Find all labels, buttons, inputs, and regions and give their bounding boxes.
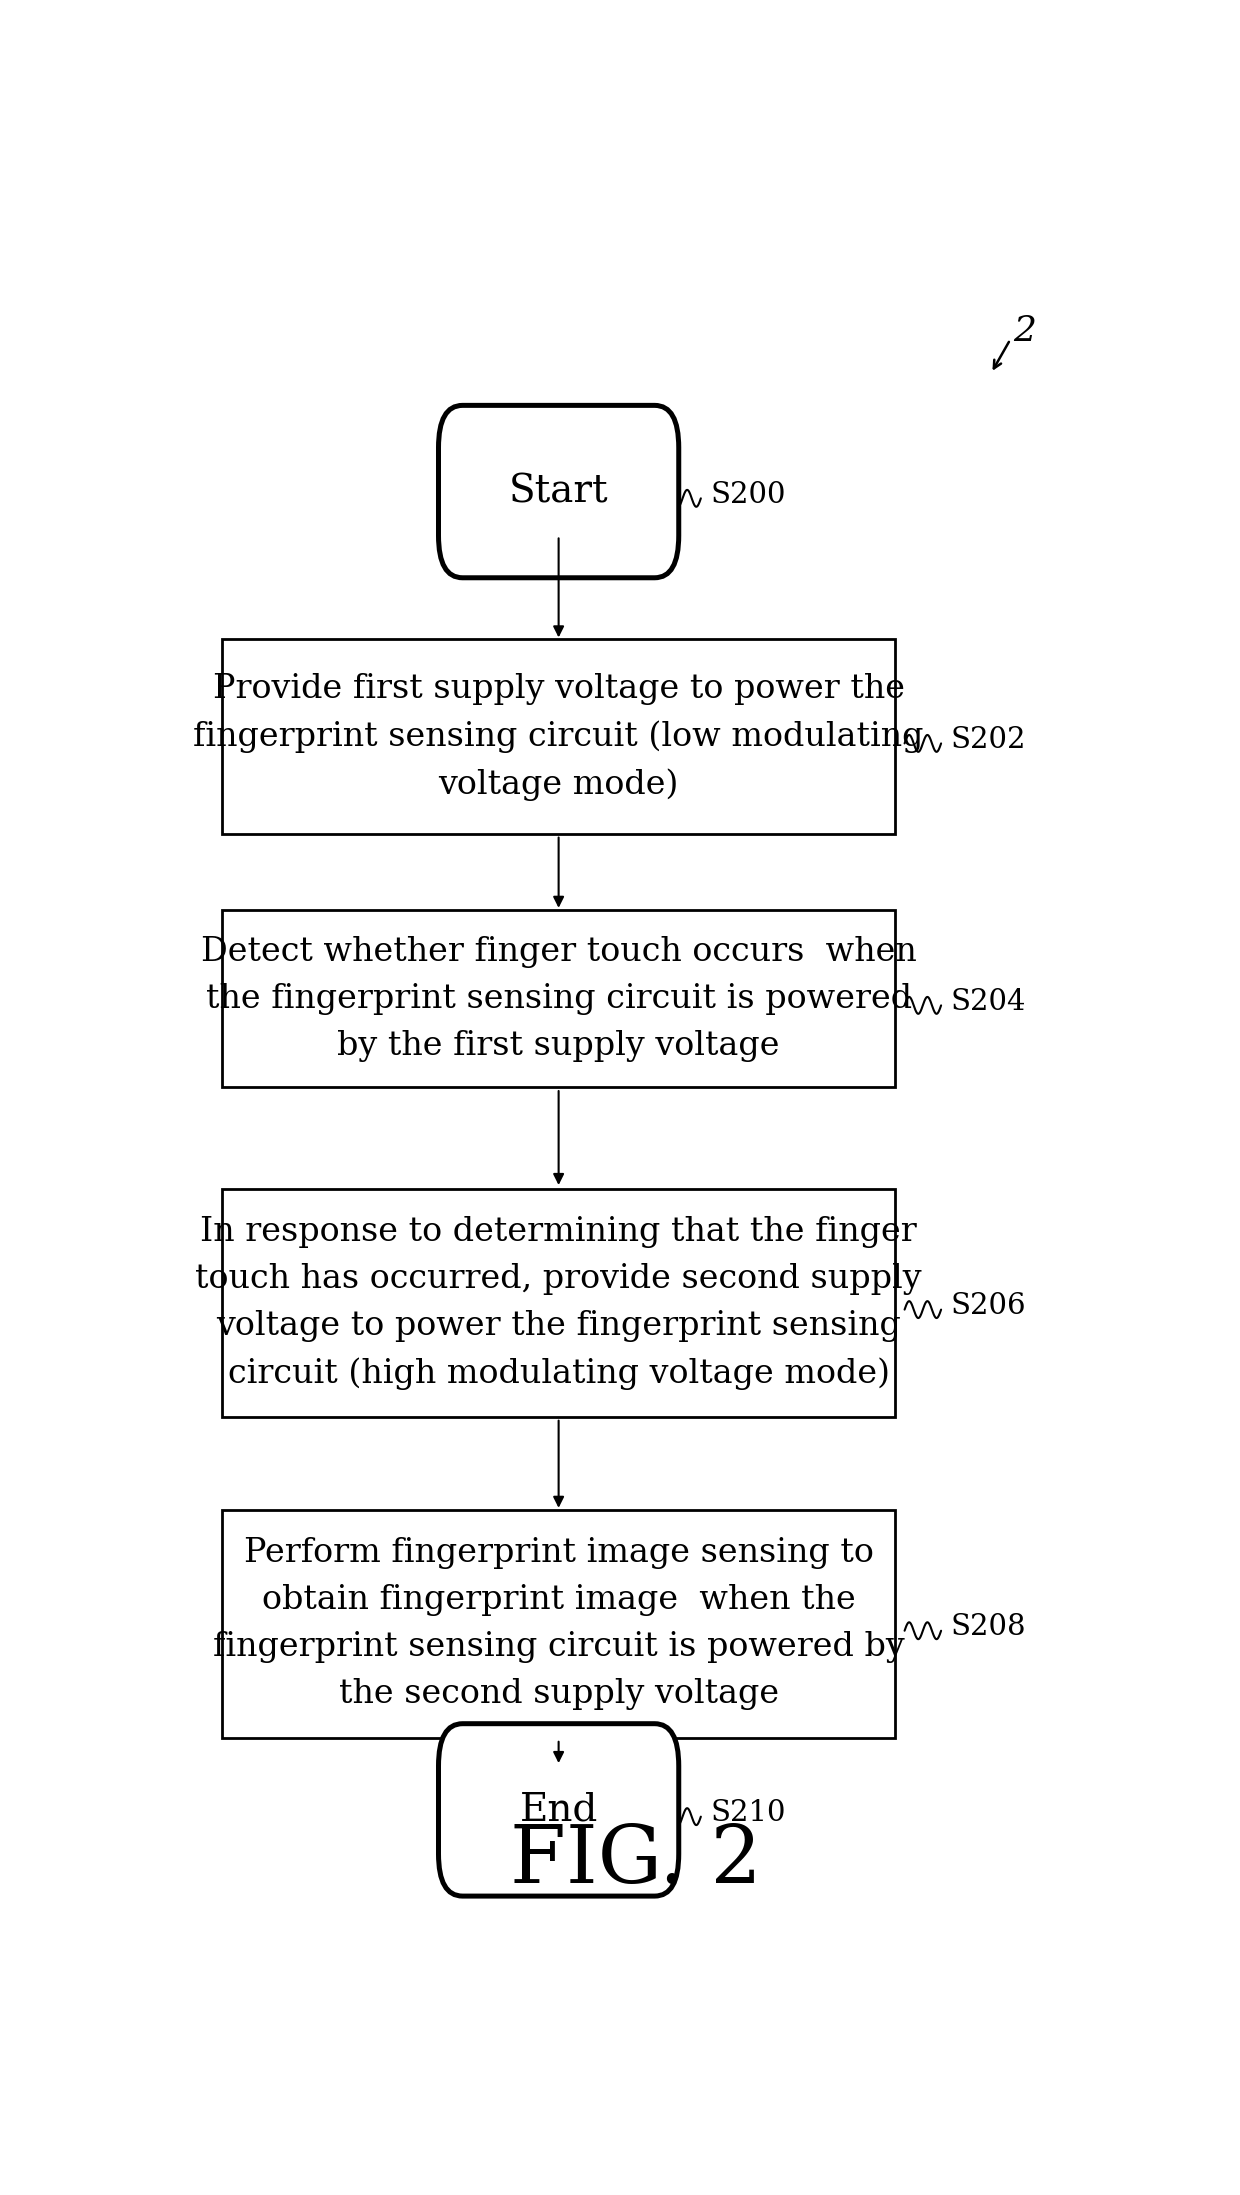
Text: S208: S208 xyxy=(951,1613,1027,1642)
Text: S204: S204 xyxy=(951,988,1027,1016)
Text: S206: S206 xyxy=(951,1293,1027,1319)
Text: Start: Start xyxy=(508,474,609,509)
Bar xyxy=(222,639,895,834)
Text: In response to determining that the finger
touch has occurred, provide second su: In response to determining that the fing… xyxy=(196,1216,921,1389)
Text: Perform fingerprint image sensing to
obtain fingerprint image  when the
fingerpr: Perform fingerprint image sensing to obt… xyxy=(213,1536,904,1710)
Text: End: End xyxy=(520,1791,598,1828)
Text: 2: 2 xyxy=(1013,314,1037,349)
Text: S200: S200 xyxy=(711,481,786,509)
Bar xyxy=(222,1190,895,1418)
Text: S210: S210 xyxy=(711,1800,786,1826)
FancyBboxPatch shape xyxy=(439,1723,678,1896)
Text: Provide first supply voltage to power the
fingerprint sensing circuit (low modul: Provide first supply voltage to power th… xyxy=(193,672,924,801)
Bar xyxy=(222,911,895,1087)
FancyBboxPatch shape xyxy=(439,406,678,577)
Bar xyxy=(222,1510,895,1738)
Text: S202: S202 xyxy=(951,727,1027,755)
Text: FIG. 2: FIG. 2 xyxy=(510,1822,761,1899)
Text: Detect whether finger touch occurs  when
the fingerprint sensing circuit is powe: Detect whether finger touch occurs when … xyxy=(201,935,916,1062)
